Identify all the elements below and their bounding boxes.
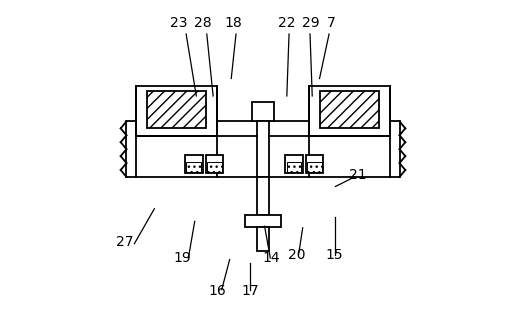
Bar	[257, 227, 269, 251]
Text: 21: 21	[349, 168, 367, 182]
Bar	[136, 86, 217, 136]
Text: 20: 20	[288, 248, 305, 262]
Text: 29: 29	[302, 16, 319, 30]
Bar	[147, 91, 206, 128]
Text: 28: 28	[194, 16, 211, 30]
Bar	[257, 177, 269, 215]
Text: 15: 15	[326, 248, 343, 262]
Bar	[207, 162, 222, 172]
Bar	[206, 155, 224, 173]
Bar	[252, 102, 274, 122]
Bar	[307, 162, 322, 172]
Text: 19: 19	[173, 251, 191, 265]
Bar	[287, 162, 301, 172]
Bar	[245, 215, 281, 227]
Text: 16: 16	[208, 284, 226, 298]
Bar	[185, 155, 203, 173]
Bar	[126, 122, 400, 177]
Text: 27: 27	[116, 235, 134, 249]
Bar	[285, 155, 302, 173]
Text: 17: 17	[241, 284, 259, 298]
Bar	[306, 155, 323, 173]
Text: 7: 7	[327, 16, 336, 30]
Text: 22: 22	[278, 16, 296, 30]
Text: 23: 23	[170, 16, 188, 30]
Bar	[257, 122, 269, 177]
Bar	[320, 91, 379, 128]
Bar	[309, 86, 390, 136]
Bar	[186, 162, 201, 172]
Text: 18: 18	[224, 16, 242, 30]
Text: 14: 14	[262, 251, 280, 265]
